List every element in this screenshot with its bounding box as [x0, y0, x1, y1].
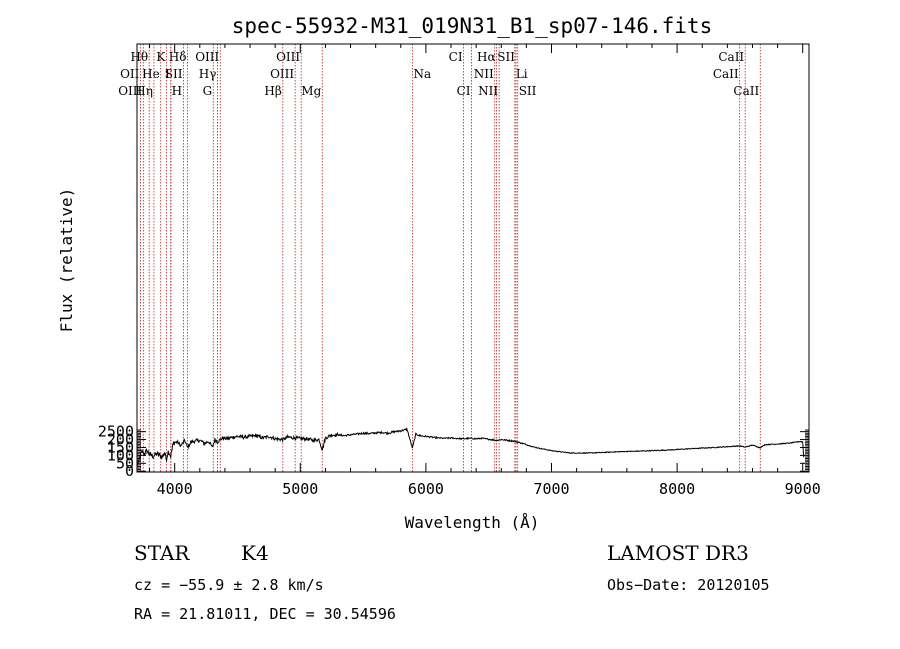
line-label-1: K: [156, 50, 166, 64]
line-label-25: CI: [457, 84, 471, 98]
line-label-22: G: [203, 84, 213, 98]
line-label-21: H: [172, 84, 182, 98]
survey-name: LAMOST DR3: [607, 541, 749, 565]
x-tick-label-5: 9000: [785, 480, 821, 498]
y-axis-label: Flux (relative): [57, 188, 76, 333]
line-label-28: CaII: [733, 84, 759, 98]
line-label-3: OIII: [195, 50, 219, 64]
line-label-5: CI: [449, 50, 463, 64]
x-tick-label-0: 4000: [157, 480, 193, 498]
x-tick-label-4: 8000: [659, 480, 695, 498]
line-label-15: Na: [413, 67, 431, 81]
y-tick-label-3: 150: [107, 438, 134, 456]
line-label-7: SII: [497, 50, 515, 64]
line-label-20: Hη: [135, 84, 153, 98]
y-tick-label-0: 0: [125, 462, 134, 480]
y-tick-label-2: 100: [107, 446, 134, 464]
line-label-4: OIII: [276, 50, 300, 64]
line-label-13: Hγ: [199, 67, 217, 81]
x-tick-label-1: 5000: [282, 480, 318, 498]
x-tick-label-3: 7000: [533, 480, 569, 498]
line-label-9: OII: [120, 67, 140, 81]
observation-date: Obs−Date: 20120105: [607, 576, 770, 594]
line-label-23: Hβ: [264, 84, 281, 98]
line-label-17: Li: [516, 67, 528, 81]
coordinates: RA = 21.81011, DEC = 30.54596: [134, 605, 396, 623]
line-label-8: CaII: [718, 50, 744, 64]
spectrum-layer: [136, 427, 805, 467]
line-label-10: He: [142, 67, 160, 81]
x-tick-label-2: 6000: [408, 480, 444, 498]
line-label-2: Hδ: [169, 50, 187, 64]
y-tick-label-1: 50: [116, 454, 134, 472]
line-label-18: CaII: [713, 67, 739, 81]
line-label-24: Mg: [301, 84, 321, 98]
plot-frame: [136, 43, 810, 473]
line-label-27: SII: [519, 84, 537, 98]
line-label-6: Hα: [477, 50, 496, 64]
line-label-26: NII: [478, 84, 498, 98]
emission-line-markers: HθKHδOIIIOIIICIHαSIICaIIOIIHeISIIHγOIIIN…: [118, 44, 761, 472]
y-tick-label-5: 2500: [98, 423, 134, 441]
chart-title: spec-55932-M31_019N31_B1_sp07-146.fits: [232, 14, 712, 38]
spectrum-line: [136, 427, 805, 467]
line-label-12: SII: [165, 67, 183, 81]
y-tick-label-4: 200: [107, 431, 134, 449]
line-label-19: OIII: [118, 84, 142, 98]
line-label-0: Hθ: [130, 50, 148, 64]
object-class: STAR: [134, 541, 190, 565]
line-label-14: OIII: [270, 67, 294, 81]
x-axis-label: Wavelength (Å): [405, 513, 540, 532]
spectral-subclass: K4: [241, 541, 269, 565]
line-label-16: NII: [474, 67, 494, 81]
redshift-velocity: cz = −55.9 ± 2.8 km/s: [134, 576, 324, 594]
line-label-11: I: [165, 67, 170, 81]
